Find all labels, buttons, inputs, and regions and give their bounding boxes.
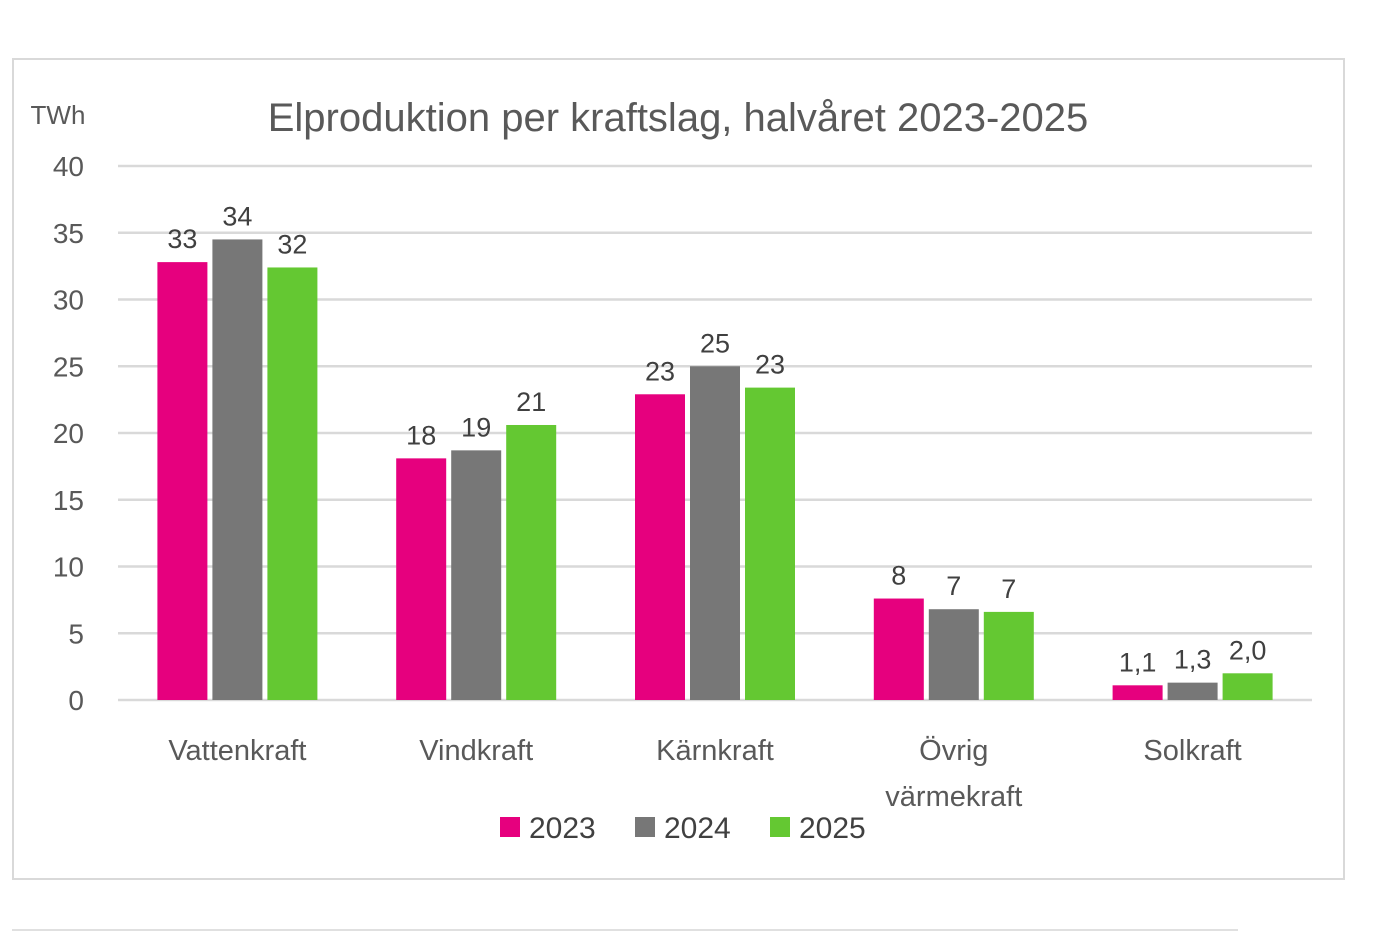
category-label: Solkraft — [1143, 735, 1241, 767]
y-axis-ticks: 0 5 10 15 20 25 30 35 40 — [53, 151, 84, 716]
data-label: 23 — [755, 350, 785, 380]
data-labels: 33 34 32 18 19 21 23 25 23 8 7 7 1,1 1,3 2,0 — [167, 201, 1266, 677]
bar — [983, 611, 1034, 700]
legend: 2023 2024 2025 — [500, 812, 866, 845]
category-label: Vindkraft — [419, 735, 533, 767]
bar — [506, 424, 557, 700]
bar — [635, 394, 685, 700]
data-label: 1,1 — [1119, 647, 1157, 677]
y-tick-label: 20 — [53, 418, 84, 449]
bar — [1222, 673, 1273, 700]
data-label: 19 — [461, 412, 491, 442]
bar — [451, 450, 502, 700]
data-label: 34 — [222, 201, 252, 231]
bar — [873, 598, 924, 700]
legend-swatch-2023 — [500, 817, 520, 837]
bar — [267, 267, 318, 700]
data-label: 33 — [167, 224, 197, 254]
category-label: värmekraft — [885, 781, 1022, 813]
y-axis-unit-label: TWh — [31, 100, 86, 130]
bar — [212, 239, 263, 701]
data-label: 7 — [1001, 574, 1016, 604]
y-tick-label: 25 — [53, 351, 84, 382]
bar — [745, 387, 795, 700]
y-tick-label: 40 — [53, 151, 84, 182]
y-tick-label: 0 — [68, 685, 84, 716]
legend-label: 2023 — [529, 812, 596, 845]
category-label: Vattenkraft — [168, 735, 306, 767]
data-label: 1,3 — [1174, 645, 1212, 675]
y-tick-label: 30 — [53, 285, 84, 316]
bar — [1167, 682, 1218, 700]
data-label: 2,0 — [1229, 635, 1267, 665]
data-label: 21 — [516, 387, 546, 417]
y-tick-label: 35 — [53, 218, 84, 249]
category-label: Övrig — [919, 735, 988, 767]
y-tick-label: 10 — [53, 552, 84, 583]
legend-label: 2024 — [664, 812, 731, 845]
chart-title: Elproduktion per kraftslag, halvåret 202… — [268, 96, 1089, 140]
bottom-divider — [12, 929, 1238, 931]
bar — [690, 366, 740, 700]
category-labels: Vattenkraft Vindkraft Kärnkraft Övrig värmek… — [168, 735, 1241, 813]
data-label: 18 — [406, 420, 436, 450]
legend-label: 2025 — [799, 812, 866, 845]
category-label: Kärnkraft — [656, 735, 774, 767]
data-label: 7 — [946, 571, 961, 601]
data-label: 25 — [700, 328, 730, 358]
y-tick-label: 15 — [53, 485, 84, 516]
y-tick-label: 5 — [68, 618, 84, 649]
legend-swatch-2025 — [770, 817, 790, 837]
data-label: 23 — [645, 356, 675, 386]
data-label: 32 — [277, 229, 307, 259]
data-label: 8 — [891, 561, 906, 591]
bars — [157, 239, 1273, 701]
bar — [396, 458, 447, 700]
bar — [928, 609, 979, 700]
bar — [1112, 685, 1163, 700]
bar — [157, 262, 208, 700]
legend-swatch-2024 — [635, 817, 655, 837]
